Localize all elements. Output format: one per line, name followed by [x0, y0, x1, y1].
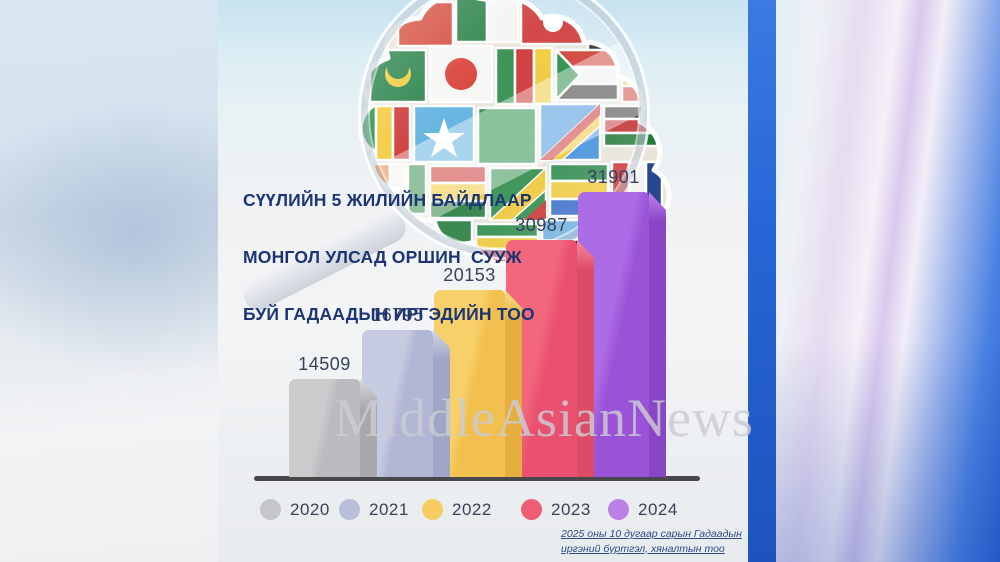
legend-item-2022: 2022	[422, 499, 492, 520]
legend-swatch-2021	[339, 499, 360, 520]
bar-side-2020	[360, 379, 377, 477]
bar-side-2024	[649, 192, 666, 477]
legend-item-2020: 2020	[260, 499, 330, 520]
blue-divider-band	[748, 0, 776, 562]
bar-value-2020: 14509	[298, 354, 351, 374]
bar-side-2021	[433, 330, 450, 477]
title-line-2: МОНГОЛ УЛСАД ОРШИН СУУЖ	[243, 247, 522, 267]
footnote-line-1: 2025 оны 10 дугаар сарын Гадаадын	[561, 528, 742, 540]
bar-value-2023: 30987	[515, 215, 568, 235]
blurred-background-right	[776, 0, 1000, 562]
infographic-card: СҮҮЛИЙН 5 ЖИЛИЙН БАЙДЛААР МОНГОЛ УЛСАД О…	[218, 0, 748, 562]
footnote-line-2: иргэний бүртгэл, хяналтын тоо	[561, 542, 725, 555]
page-title: СҮҮЛИЙН 5 ЖИЛИЙН БАЙДЛААР МОНГОЛ УЛСАД О…	[243, 153, 535, 362]
legend-label-2021: 2021	[369, 499, 409, 519]
legend-label-2023: 2023	[551, 499, 591, 519]
legend-label-2024: 2024	[638, 499, 678, 519]
legend-swatch-2022	[422, 499, 443, 520]
bar-value-2021: 16795	[371, 305, 424, 325]
chart-baseline	[254, 476, 700, 481]
legend-label-2022: 2022	[452, 499, 492, 519]
bar-value-2022: 20153	[443, 265, 496, 285]
legend-swatch-2020	[260, 499, 281, 520]
title-line-3: БУЙ ГАДААДЫН ИРГЭДИЙН ТОО	[243, 304, 535, 324]
source-footnote: 2025 оны 10 дугаар сарын Гадаадын иргэни…	[561, 527, 742, 556]
bar-value-2024: 31901	[587, 167, 640, 187]
blurred-background-left	[0, 0, 218, 562]
legend-swatch-2023	[521, 499, 542, 520]
legend-item-2021: 2021	[339, 499, 409, 520]
bar-front-2020	[289, 379, 360, 477]
bar-side-2022	[505, 290, 522, 477]
legend-swatch-2024	[608, 499, 629, 520]
title-line-1: СҮҮЛИЙН 5 ЖИЛИЙН БАЙДЛААР	[243, 190, 532, 210]
bar-chart: 14509 16795 20153 30987 31901	[218, 0, 748, 562]
legend-item-2024: 2024	[608, 499, 678, 520]
legend-label-2020: 2020	[290, 499, 330, 519]
bar-side-2023	[577, 240, 594, 477]
legend-item-2023: 2023	[521, 499, 591, 520]
